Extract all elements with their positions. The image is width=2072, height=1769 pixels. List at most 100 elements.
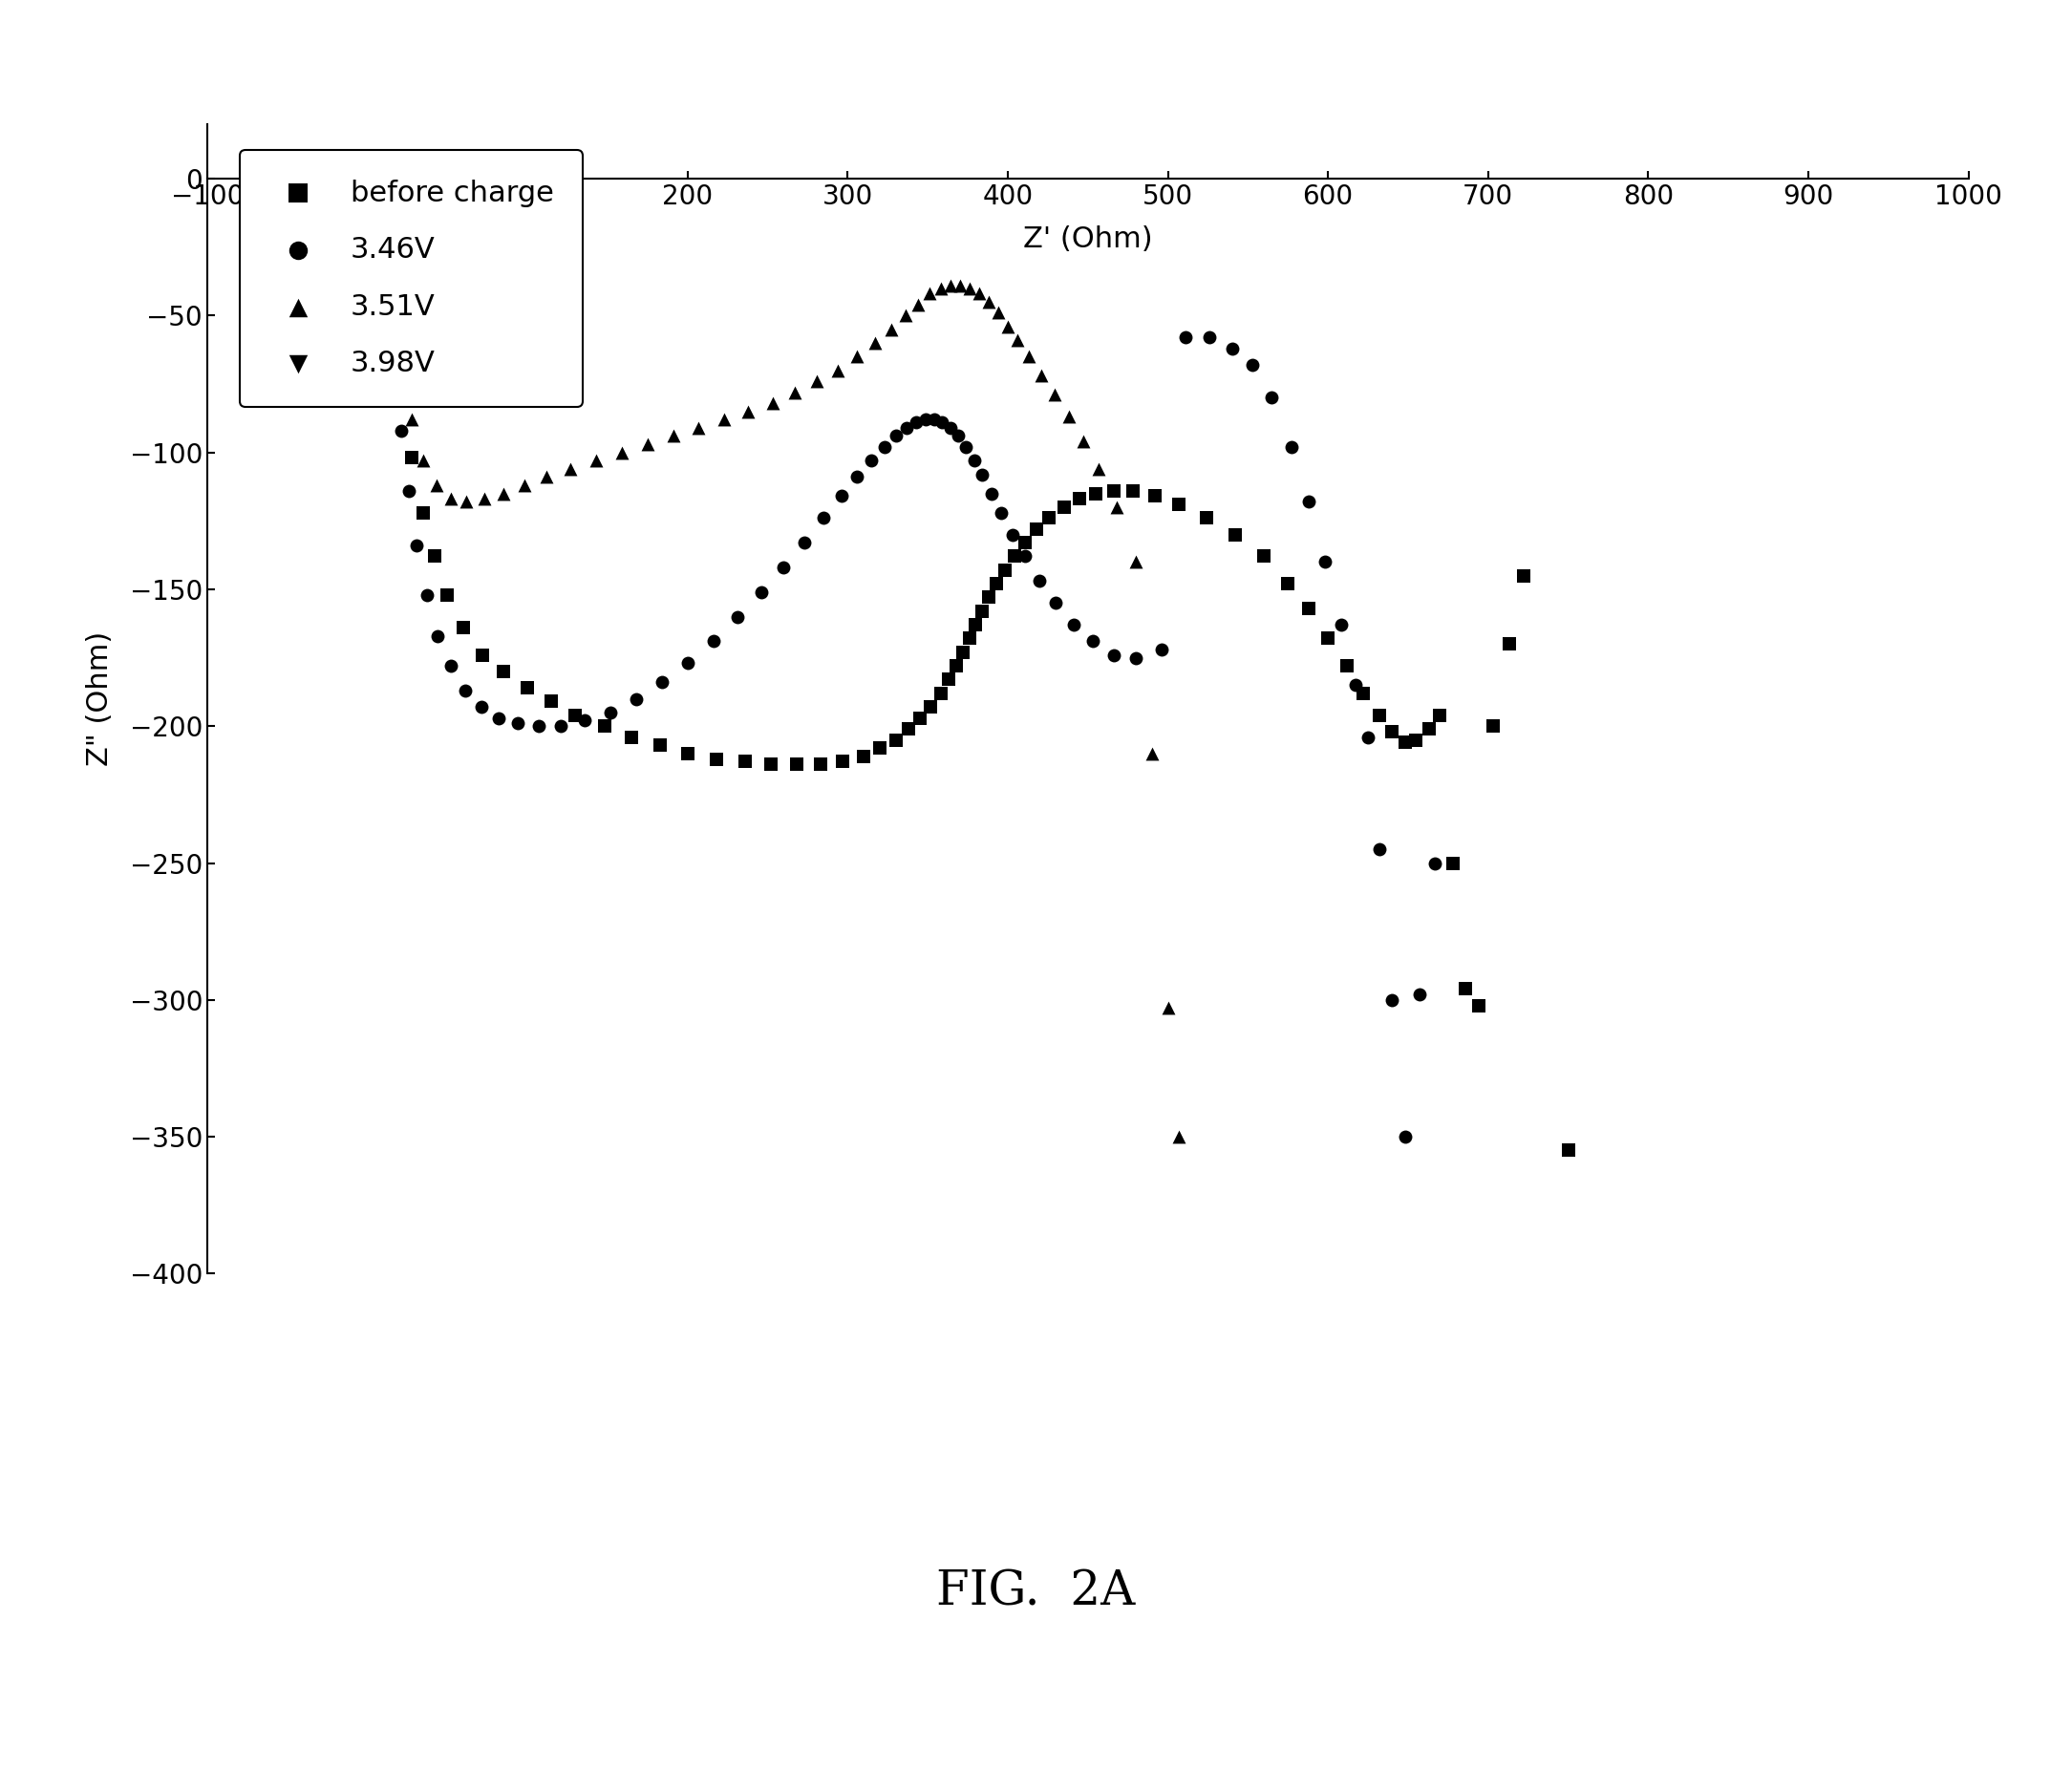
3.51V: [365, 214, 398, 242]
3.51V: [901, 290, 934, 318]
before charge: [997, 543, 1030, 571]
3.98V: [377, 343, 410, 371]
3.46V: [1324, 610, 1357, 639]
before charge: [941, 651, 974, 679]
before charge: [466, 640, 499, 669]
3.46V: [483, 704, 516, 732]
3.46V: [363, 198, 396, 226]
3.51V: [396, 405, 429, 433]
3.98V: [387, 281, 421, 310]
3.46V: [1403, 980, 1436, 1008]
3.51V: [779, 379, 812, 407]
3.46V: [1363, 835, 1397, 863]
3.51V: [419, 471, 452, 499]
3.51V: [508, 471, 541, 499]
3.46V: [1119, 644, 1152, 672]
before charge: [914, 693, 947, 722]
3.51V: [361, 189, 394, 218]
3.51V: [709, 405, 742, 433]
before charge: [396, 444, 429, 472]
3.98V: [379, 343, 412, 371]
3.46V: [1376, 985, 1409, 1014]
3.51V: [731, 396, 765, 425]
3.51V: [580, 446, 613, 474]
3.46V: [545, 711, 578, 739]
before charge: [700, 745, 733, 773]
3.98V: [385, 304, 419, 333]
before charge: [363, 186, 396, 214]
3.46V: [377, 356, 410, 384]
before charge: [615, 724, 649, 752]
before charge: [419, 543, 452, 571]
3.51V: [990, 313, 1024, 341]
3.46V: [997, 520, 1030, 548]
before charge: [1096, 476, 1129, 504]
3.46V: [464, 693, 497, 722]
before charge: [1347, 679, 1380, 708]
3.46V: [1293, 488, 1326, 517]
before charge: [367, 203, 400, 232]
before charge: [1189, 504, 1222, 532]
3.51V: [756, 389, 789, 417]
before charge: [953, 624, 986, 653]
before charge: [1032, 504, 1065, 532]
3.46V: [957, 446, 990, 474]
3.51V: [1135, 739, 1169, 768]
before charge: [804, 750, 837, 778]
before charge: [847, 741, 881, 770]
before charge: [1363, 701, 1397, 729]
3.46V: [1057, 610, 1090, 639]
3.46V: [879, 421, 912, 449]
3.46V: [976, 479, 1009, 508]
3.51V: [605, 439, 638, 467]
3.51V: [385, 356, 419, 384]
3.51V: [1152, 994, 1185, 1022]
3.51V: [934, 271, 968, 299]
3.51V: [943, 271, 976, 299]
3.51V: [982, 299, 1015, 327]
before charge: [1009, 529, 1042, 557]
Y-axis label: Z" (Ohm): Z" (Ohm): [85, 632, 114, 766]
3.46V: [448, 676, 481, 704]
3.51V: [1082, 455, 1115, 483]
3.46V: [1307, 548, 1341, 577]
3.51V: [406, 446, 439, 474]
before charge: [1448, 975, 1481, 1003]
before charge: [431, 580, 464, 609]
3.46V: [1075, 626, 1109, 655]
3.46V: [891, 414, 924, 442]
3.51V: [841, 343, 874, 371]
3.46V: [356, 170, 390, 198]
3.51V: [553, 455, 586, 483]
before charge: [924, 679, 957, 708]
3.46V: [1040, 589, 1073, 617]
3.51V: [858, 329, 891, 357]
3.51V: [682, 414, 715, 442]
3.98V: [394, 179, 427, 207]
before charge: [980, 570, 1013, 598]
before charge: [1218, 520, 1251, 548]
3.46V: [696, 626, 729, 655]
3.46V: [365, 219, 398, 248]
before charge: [1475, 711, 1508, 739]
before charge: [535, 688, 568, 716]
before charge: [947, 639, 980, 667]
before charge: [1293, 594, 1326, 623]
3.51V: [450, 488, 483, 517]
3.98V: [390, 255, 423, 283]
3.46V: [385, 416, 419, 444]
before charge: [588, 711, 622, 739]
3.51V: [924, 274, 957, 302]
before charge: [487, 658, 520, 686]
3.51V: [1038, 380, 1071, 409]
before charge: [779, 750, 812, 778]
before charge: [1080, 479, 1113, 508]
before charge: [671, 739, 704, 768]
3.46V: [926, 409, 959, 437]
before charge: [406, 499, 439, 527]
3.46V: [934, 414, 968, 442]
3.46V: [568, 706, 601, 734]
before charge: [827, 748, 860, 777]
3.46V: [433, 651, 466, 679]
3.98V: [385, 320, 419, 348]
